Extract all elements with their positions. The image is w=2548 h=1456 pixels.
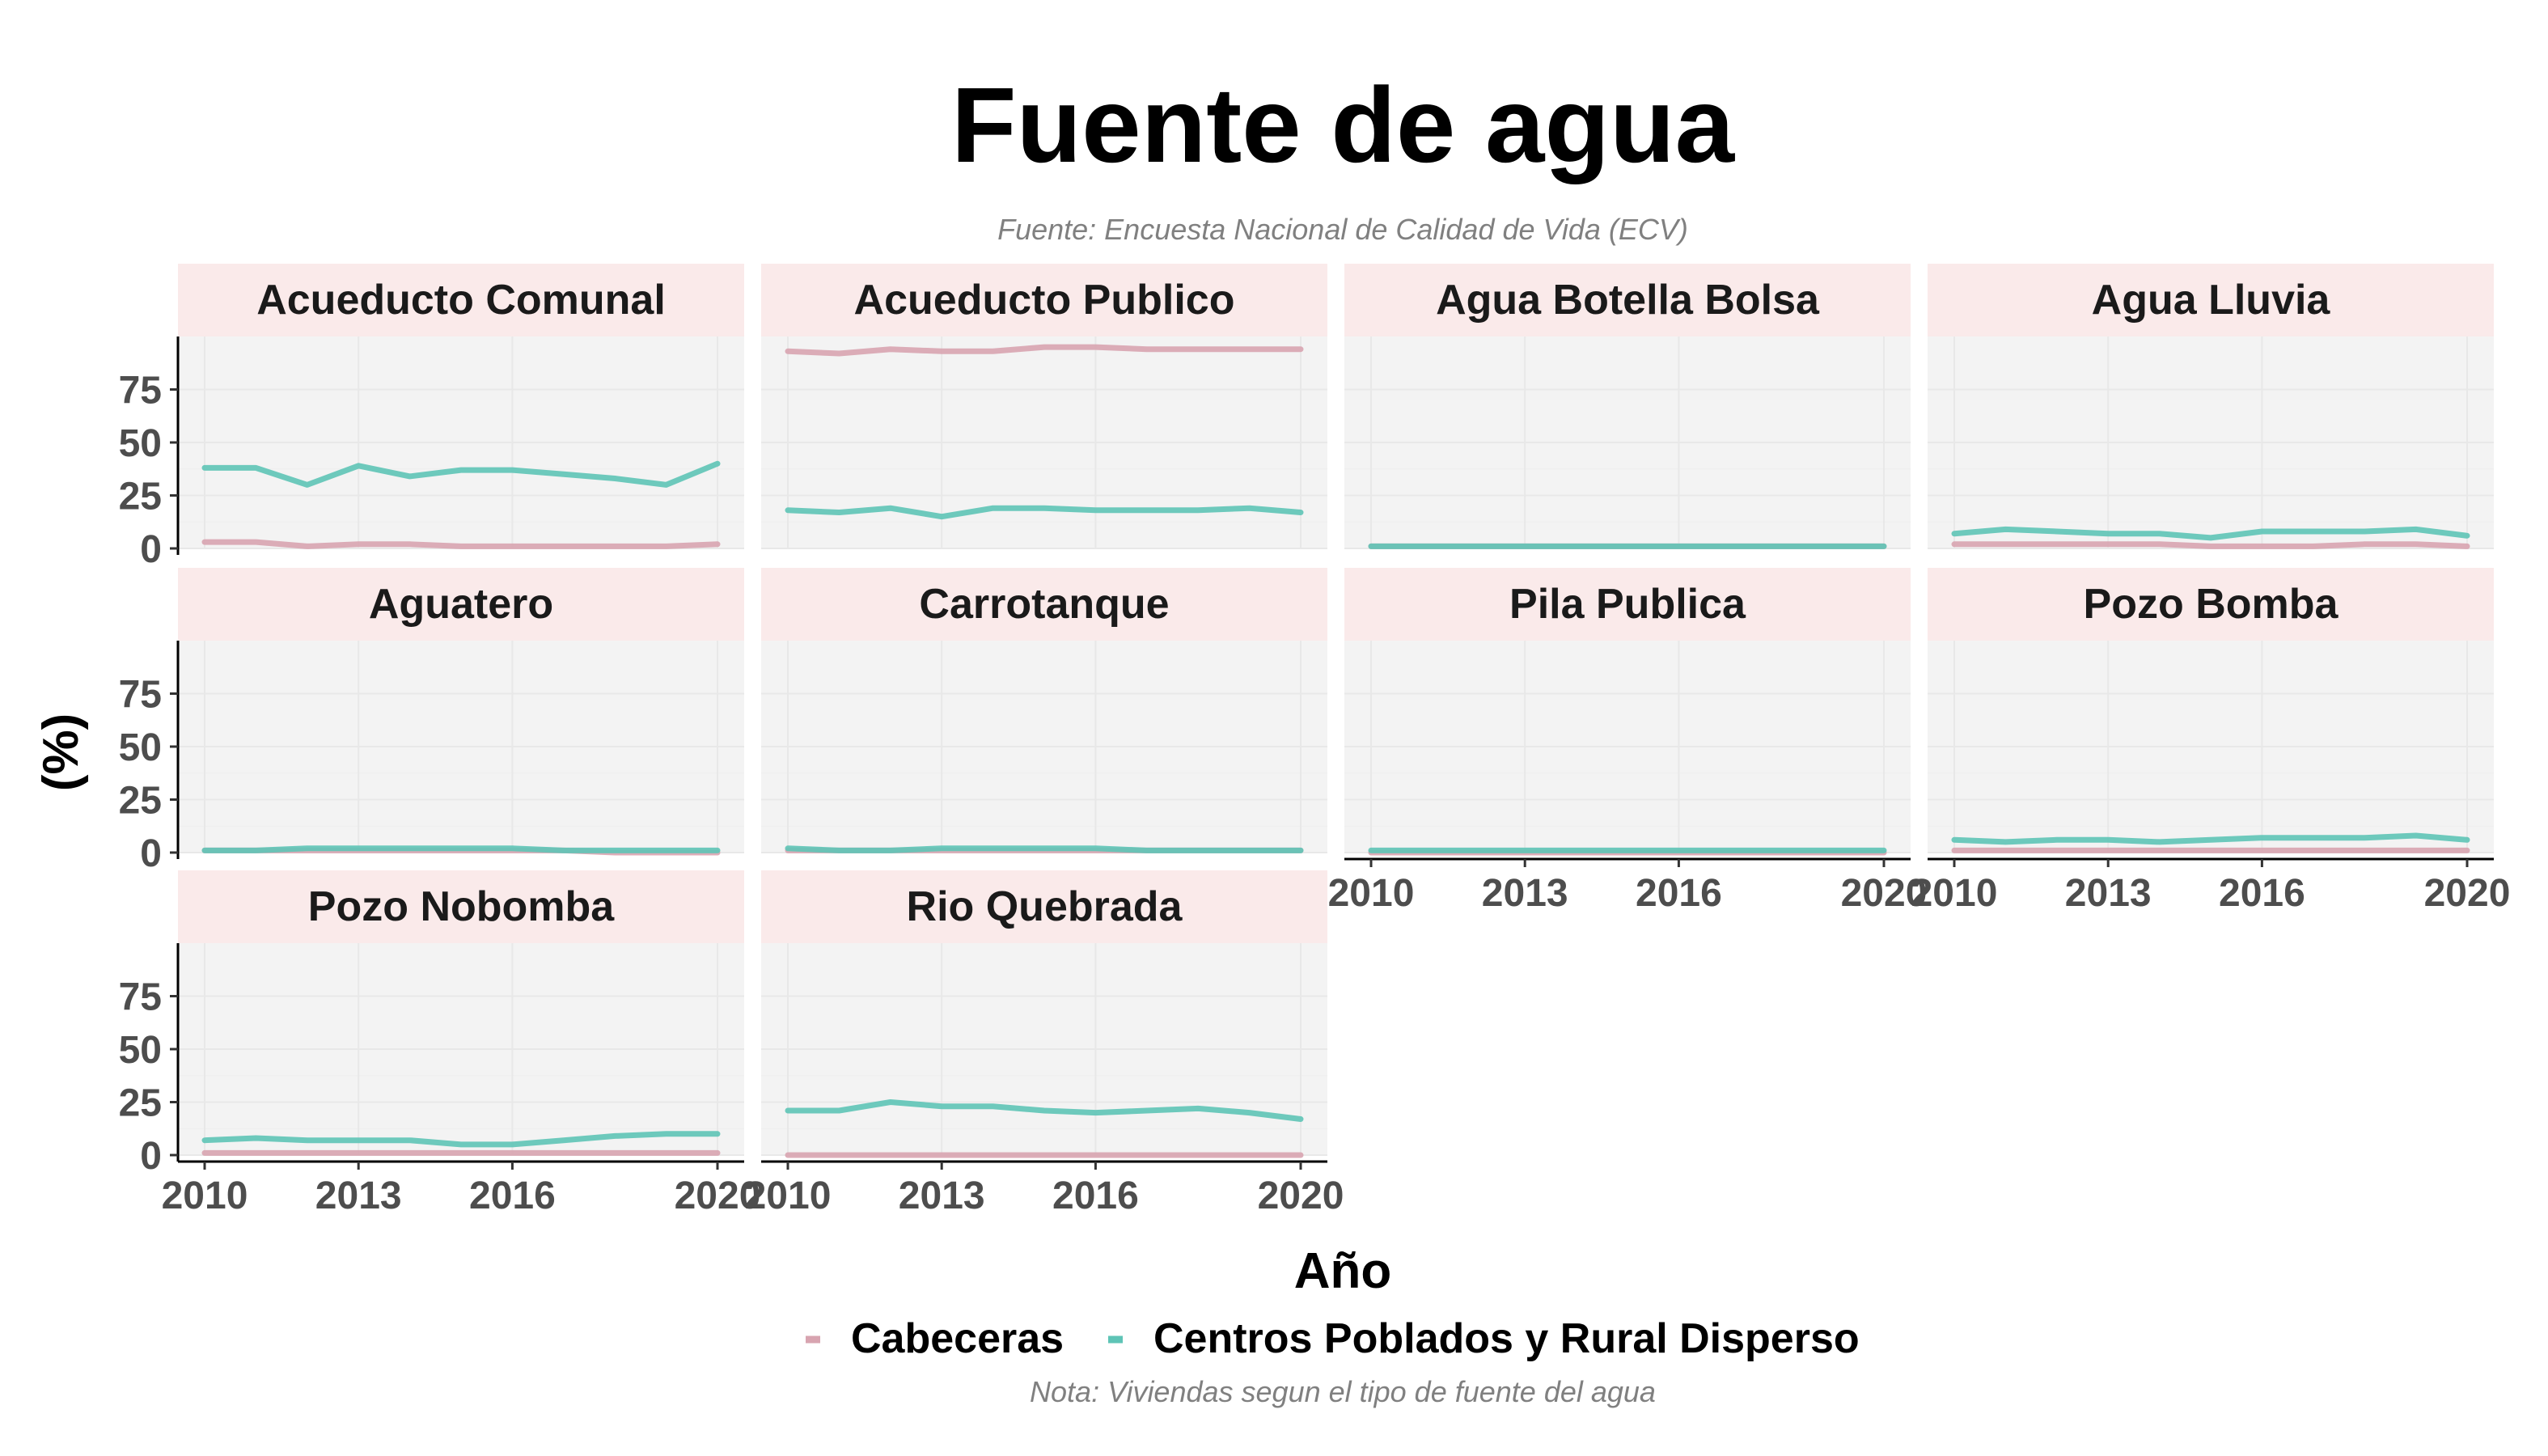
facet-title-agua-lluvia: Agua Lluvia bbox=[2092, 277, 2331, 324]
x-tick-label: 2016 bbox=[2219, 872, 2305, 915]
series-line-centros-poblados-y-rural-disperso-rio-quebrada bbox=[785, 1099, 1304, 1122]
series-line-cabeceras-acueducto-publico bbox=[785, 344, 1304, 357]
facet-strip-pozo-bomba bbox=[1928, 568, 2494, 641]
facet-strip-carrotanque bbox=[761, 568, 1327, 641]
series-line-centros-poblados-y-rural-disperso-acueducto-publico bbox=[785, 505, 1304, 520]
facet-title-agua-botella-bolsa: Agua Botella Bolsa bbox=[1436, 277, 1820, 324]
series-line-cabeceras-agua-lluvia bbox=[1951, 541, 2470, 549]
x-tick-label: 2010 bbox=[1911, 872, 1998, 915]
x-tick-label: 2020 bbox=[2424, 872, 2511, 915]
chart-caption: Nota: Viviendas segun el tipo de fuente … bbox=[1030, 1375, 1656, 1408]
x-tick-label: 2020 bbox=[675, 1175, 761, 1217]
series-line-cabeceras-acueducto-comunal bbox=[201, 539, 721, 549]
legend-label-cabeceras: Cabeceras bbox=[851, 1315, 1064, 1362]
x-tick-label: 2013 bbox=[2065, 872, 2152, 915]
facet-strip-agua-lluvia bbox=[1928, 264, 2494, 336]
legend-label-centros-poblados: Centros Poblados y Rural Disperso bbox=[1153, 1315, 1860, 1362]
facet-title-acueducto-publico: Acueducto Publico bbox=[854, 277, 1235, 324]
x-tick-label: 2010 bbox=[1328, 872, 1415, 915]
x-tick-label: 2013 bbox=[1482, 872, 1568, 915]
series-line-centros-poblados-y-rural-disperso-pozo-bomba bbox=[1951, 832, 2470, 845]
facet-strip-pozo-nobomba bbox=[178, 870, 744, 943]
facet-title-pila-publica: Pila Publica bbox=[1509, 581, 1746, 628]
facet-strip-aguatero bbox=[178, 568, 744, 641]
y-tick-label: 0 bbox=[140, 832, 162, 875]
facet-title-pozo-bomba: Pozo Bomba bbox=[2084, 581, 2339, 628]
series-line-centros-poblados-y-rural-disperso-pozo-nobomba bbox=[201, 1131, 721, 1148]
y-tick-label: 25 bbox=[119, 780, 162, 823]
facet-strip-acueducto-comunal bbox=[178, 264, 744, 336]
x-tick-label: 2020 bbox=[1258, 1175, 1344, 1217]
legend: Cabeceras Centros Poblados y Rural Dispe… bbox=[806, 1315, 1860, 1362]
y-tick-label: 75 bbox=[119, 370, 162, 413]
facet-title-rio-quebrada: Rio Quebrada bbox=[907, 883, 1183, 930]
facet-title-carrotanque: Carrotanque bbox=[919, 581, 1169, 628]
facet-strip-agua-botella-bolsa bbox=[1344, 264, 1911, 336]
y-tick-label: 50 bbox=[119, 1029, 162, 1072]
facet-panels: Acueducto Comunal 0 25 50 75 Acueducto Public… bbox=[119, 264, 2511, 1217]
y-tick-label: 25 bbox=[119, 476, 162, 518]
chart-title: Fuente de agua bbox=[951, 66, 1736, 184]
x-tick-label: 2016 bbox=[1636, 872, 1722, 915]
y-tick-label: 75 bbox=[119, 976, 162, 1019]
y-tick-label: 0 bbox=[140, 1135, 162, 1178]
series-line-centros-poblados-y-rural-disperso-aguatero bbox=[201, 845, 721, 853]
x-tick-label: 2013 bbox=[899, 1175, 985, 1217]
y-tick-label: 50 bbox=[119, 726, 162, 769]
facet-title-acueducto-comunal: Acueducto Comunal bbox=[256, 277, 666, 324]
y-tick-label: 75 bbox=[119, 674, 162, 717]
x-tick-label: 2010 bbox=[745, 1175, 832, 1217]
facet-title-aguatero: Aguatero bbox=[369, 581, 553, 628]
x-axis-label: Año bbox=[1294, 1243, 1392, 1299]
facet-title-pozo-nobomba: Pozo Nobomba bbox=[308, 883, 616, 930]
x-tick-label: 2020 bbox=[1841, 872, 1928, 915]
series-line-centros-poblados-y-rural-disperso-acueducto-comunal bbox=[201, 460, 721, 488]
facet-strip-pila-publica bbox=[1344, 568, 1911, 641]
x-tick-label: 2010 bbox=[162, 1175, 248, 1217]
facet-strip-acueducto-publico bbox=[761, 264, 1327, 336]
y-axis-label: (%) bbox=[33, 713, 89, 791]
y-tick-label: 50 bbox=[119, 422, 162, 465]
x-tick-label: 2016 bbox=[469, 1175, 556, 1217]
facet-strip-rio-quebrada bbox=[761, 870, 1327, 943]
series-line-centros-poblados-y-rural-disperso-agua-lluvia bbox=[1951, 526, 2470, 541]
y-tick-label: 25 bbox=[119, 1082, 162, 1125]
series-line-centros-poblados-y-rural-disperso-carrotanque bbox=[785, 845, 1304, 853]
y-tick-label: 0 bbox=[140, 528, 162, 571]
x-tick-label: 2016 bbox=[1052, 1175, 1139, 1217]
x-tick-label: 2013 bbox=[315, 1175, 402, 1217]
chart-subtitle: Fuente: Encuesta Nacional de Calidad de … bbox=[997, 213, 1688, 246]
